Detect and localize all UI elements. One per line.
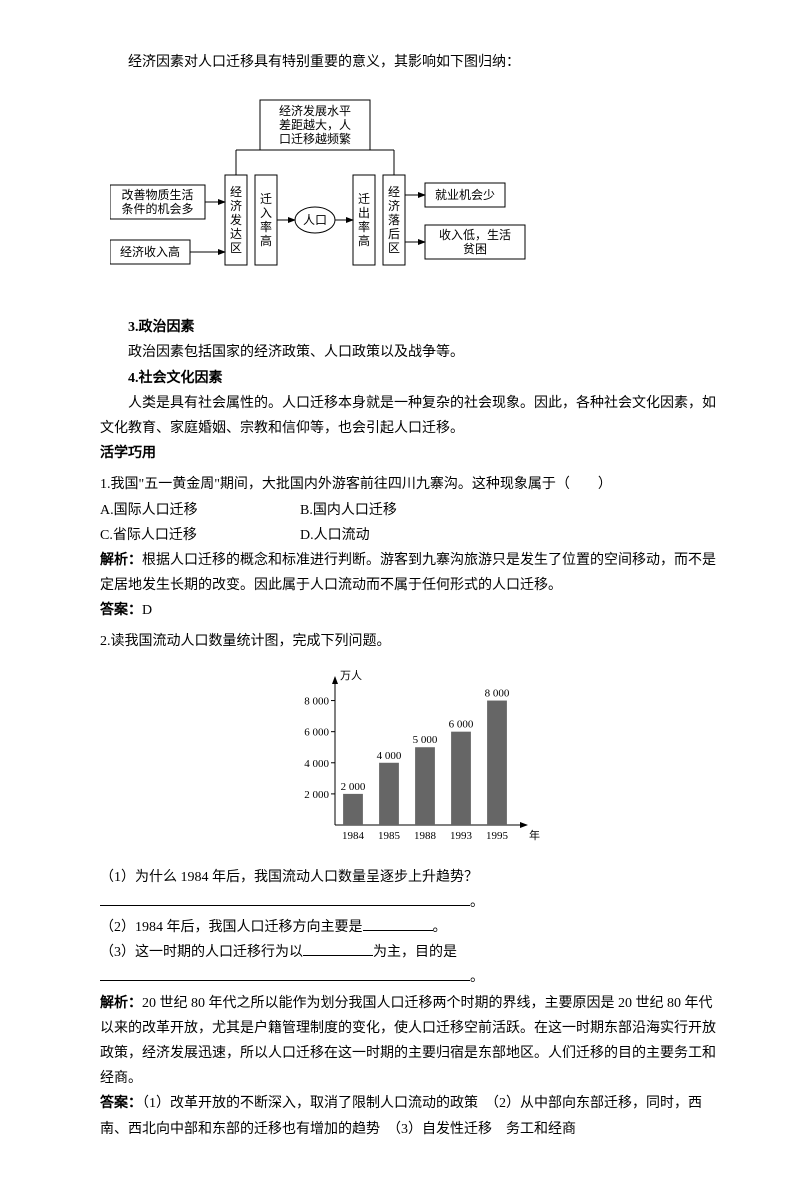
svg-text:口迁移越频繁: 口迁移越频繁 (279, 131, 351, 146)
q1-analysis-label: 解析： (100, 553, 142, 568)
svg-text:4 000: 4 000 (304, 757, 329, 769)
bar-chart: 2 000 4 000 6 000 8 000 万人年 2 000 1984 4 000 198… (280, 665, 540, 855)
section4-body: 人类是具有社会属性的。人口迁移本身就是一种复杂的社会现象。因此，各种社会文化因素… (100, 391, 720, 441)
svg-text:贫困: 贫困 (463, 241, 487, 256)
svg-text:高: 高 (358, 233, 370, 248)
q2-analysis: 解析：20 世纪 80 年代之所以能作为划分我国人口迁移两个时期的界线，主要原因… (100, 991, 720, 1092)
svg-text:经: 经 (230, 185, 242, 199)
section3-body: 政治因素包括国家的经济政策、人口政策以及战争等。 (100, 340, 720, 365)
section4-title: 4.社会文化因素 (100, 366, 720, 391)
svg-text:年: 年 (529, 828, 540, 842)
svg-text:2 000: 2 000 (341, 781, 366, 793)
q2-sub1: （1）为什么 1984 年后，我国流动人口数量呈逐步上升趋势？ (100, 865, 720, 890)
svg-text:改善物质生活: 改善物质生活 (121, 187, 193, 202)
q1-opt-d: D.人口流动 (300, 523, 500, 548)
q2-sub3-mid: 为主，目的是 (373, 945, 457, 960)
svg-text:区: 区 (388, 241, 400, 255)
q1-opt-b: B.国内人口迁移 (300, 498, 500, 523)
blank-field (363, 916, 433, 931)
q2-answer-label: 答案： (100, 1096, 142, 1111)
blank-line (100, 966, 470, 981)
q2-sub3b: 。 (100, 965, 720, 990)
blank-line (100, 891, 470, 906)
svg-text:1985: 1985 (378, 830, 401, 842)
q1-opt-a: A.国际人口迁移 (100, 498, 300, 523)
svg-text:1984: 1984 (342, 830, 365, 842)
q2-sub2-post: 。 (433, 920, 447, 935)
q1-analysis: 解析：根据人口迁移的概念和标准进行判断。游客到九寨沟旅游只是发生了位置的空间移动… (100, 548, 720, 598)
q1-opt-c: C.省际人口迁移 (100, 523, 300, 548)
svg-text:区: 区 (230, 241, 242, 255)
svg-text:1995: 1995 (486, 830, 509, 842)
svg-text:入: 入 (260, 206, 272, 220)
flow-diagram: 经济发展水平差距越大，人口迁移越频繁改善物质生活条件的机会多经济收入高经济发达区… (110, 95, 720, 295)
q2-sub3-pre: （3）这一时期的人口迁移行为以 (100, 945, 303, 960)
svg-text:8 000: 8 000 (485, 687, 510, 699)
q2-answer: 答案：（1）改革开放的不断深入，取消了限制人口流动的政策 （2）从中部向东部迁移… (100, 1091, 720, 1141)
q2-sub3: （3）这一时期的人口迁移行为以 为主，目的是 (100, 940, 720, 965)
svg-text:6 000: 6 000 (304, 726, 329, 738)
svg-text:济: 济 (230, 198, 242, 213)
svg-text:2 000: 2 000 (304, 789, 329, 801)
q1-answer: 答案：D (100, 598, 720, 623)
svg-text:发: 发 (230, 212, 242, 227)
q2-answer-text: （1）改革开放的不断深入，取消了限制人口流动的政策 （2）从中部向东部迁移，同时… (100, 1096, 702, 1136)
svg-text:出: 出 (358, 206, 370, 220)
q2-analysis-label: 解析： (100, 996, 142, 1011)
section3-title: 3.政治因素 (100, 315, 720, 340)
q1-answer-label: 答案： (100, 603, 142, 618)
svg-text:率: 率 (260, 219, 272, 234)
svg-text:达: 达 (230, 227, 242, 241)
q1-answer-text: D (142, 603, 152, 618)
q2-sub3-post: 。 (470, 970, 484, 985)
svg-text:经济发展水平: 经济发展水平 (279, 103, 351, 118)
q1-analysis-text: 根据人口迁移的概念和标准进行判断。游客到九寨沟旅游只是发生了位置的空间移动，而不… (100, 553, 716, 593)
svg-text:人口: 人口 (303, 213, 327, 227)
svg-text:迁: 迁 (358, 192, 370, 206)
svg-text:万人: 万人 (340, 669, 362, 682)
svg-text:济: 济 (388, 198, 400, 213)
q2-sub2-pre: （2）1984 年后，我国人口迁移方向主要是 (100, 920, 363, 935)
svg-text:高: 高 (260, 233, 272, 248)
svg-text:差距越大，人: 差距越大，人 (279, 118, 351, 132)
svg-text:6 000: 6 000 (449, 718, 474, 730)
q2-sub1-blank: 。 (100, 890, 720, 915)
svg-text:1988: 1988 (414, 830, 437, 842)
svg-text:后: 后 (388, 227, 400, 241)
q1-text: 1.我国"五一黄金周"期间，大批国内外游客前往四川九寨沟。这种现象属于（ ） (100, 472, 720, 497)
svg-text:收入低，生活: 收入低，生活 (439, 228, 511, 242)
application-title: 活学巧用 (100, 441, 720, 466)
svg-text:8 000: 8 000 (304, 695, 329, 707)
blank-field (303, 941, 373, 956)
svg-text:条件的机会多: 条件的机会多 (121, 201, 193, 216)
q2-sub2: （2）1984 年后，我国人口迁移方向主要是 。 (100, 915, 720, 940)
svg-text:4 000: 4 000 (377, 749, 402, 761)
svg-text:经济收入高: 经济收入高 (120, 244, 180, 259)
svg-text:经: 经 (388, 185, 400, 199)
svg-text:就业机会少: 就业机会少 (435, 188, 495, 202)
svg-text:率: 率 (358, 219, 370, 234)
q2-analysis-text: 20 世纪 80 年代之所以能作为划分我国人口迁移两个时期的界线，主要原因是 2… (100, 996, 716, 1087)
svg-text:迁: 迁 (260, 192, 272, 206)
intro-text: 经济因素对人口迁移具有特别重要的意义，其影响如下图归纳： (100, 50, 720, 75)
svg-text:1993: 1993 (450, 830, 473, 842)
q2-text: 2.读我国流动人口数量统计图，完成下列问题。 (100, 629, 720, 654)
svg-text:落: 落 (388, 213, 400, 227)
svg-text:5 000: 5 000 (413, 734, 438, 746)
